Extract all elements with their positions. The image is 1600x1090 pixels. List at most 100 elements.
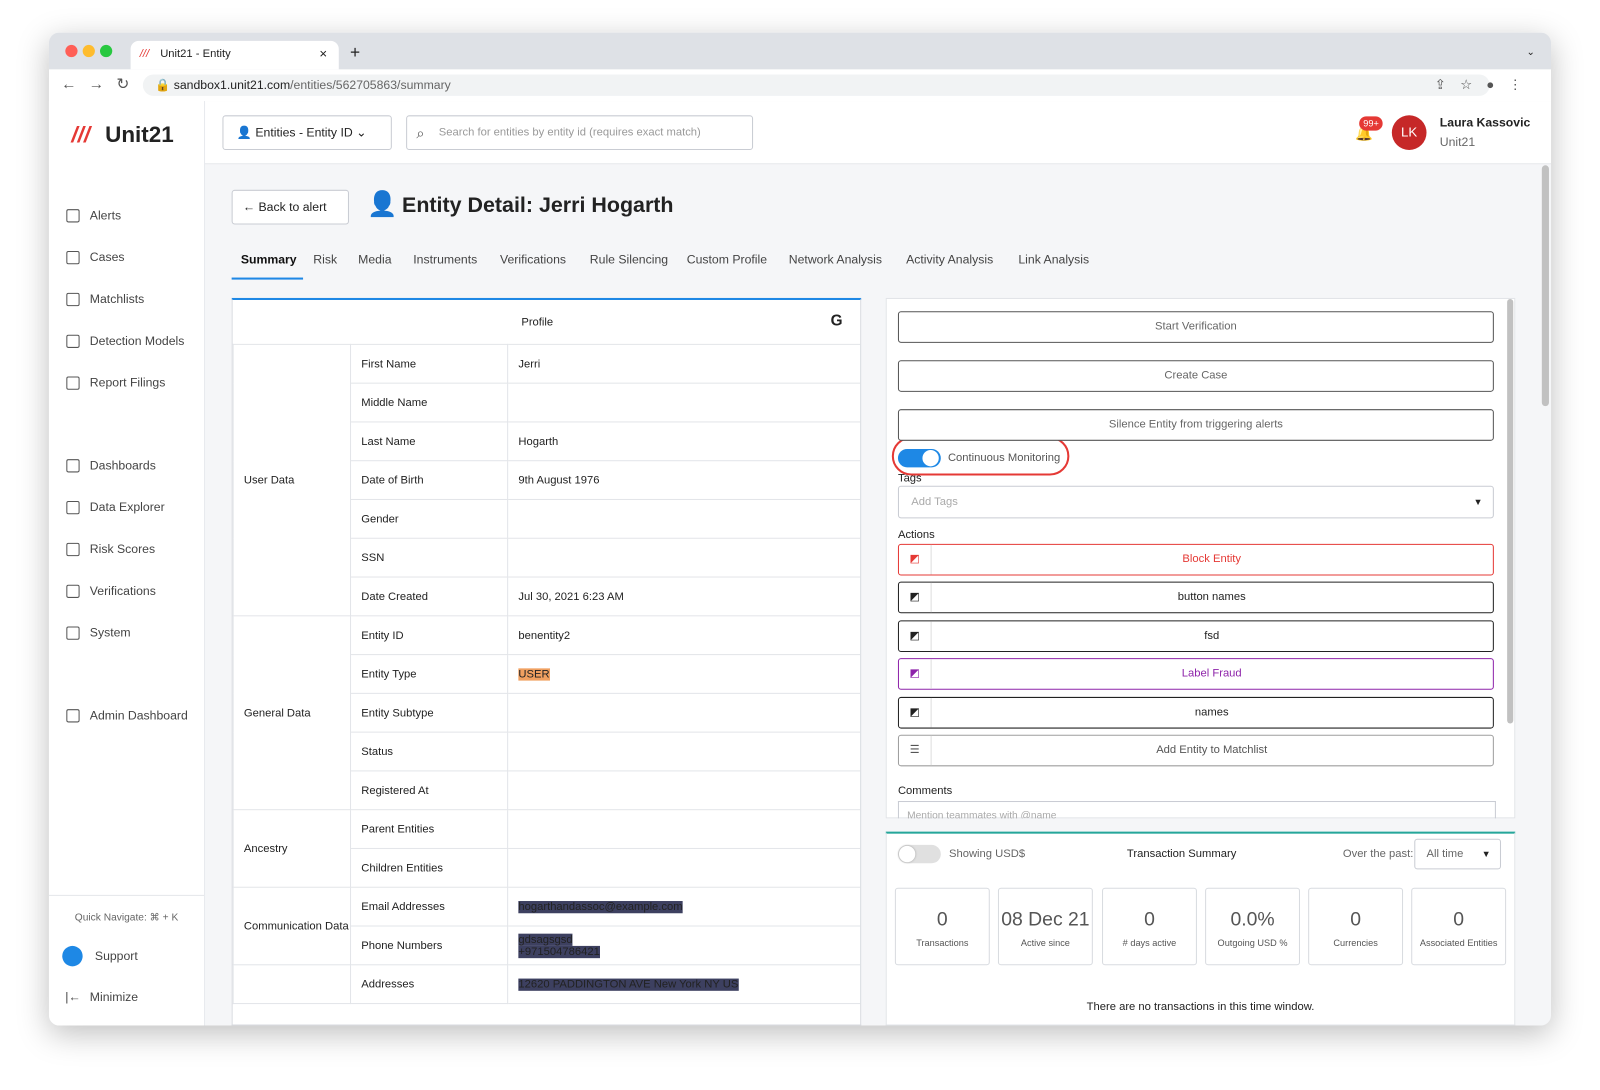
profile-row: Gender bbox=[233, 498, 861, 539]
tab-menu[interactable]: ⌄ bbox=[1526, 46, 1536, 59]
action-icon: ◩ bbox=[899, 697, 932, 728]
tab[interactable]: Risk bbox=[313, 252, 338, 267]
back-button-text: Back to alert bbox=[258, 199, 327, 215]
actions-label: Actions bbox=[897, 528, 935, 541]
url: 🔒 sandbox1.unit21.com/entities/562705863… bbox=[155, 77, 451, 92]
field-value bbox=[507, 692, 861, 733]
tags-label: Tags bbox=[897, 472, 922, 485]
google-icon[interactable]: G bbox=[830, 312, 843, 330]
nav-item[interactable]: Alerts bbox=[89, 208, 122, 223]
user-org: Unit21 bbox=[1439, 134, 1476, 149]
field-value bbox=[507, 809, 861, 849]
stat-value: 0 bbox=[1350, 909, 1361, 931]
field-value: Hogarth bbox=[507, 421, 861, 462]
field-name: Phone Numbers bbox=[349, 925, 509, 966]
tab[interactable]: Rule Silencing bbox=[589, 252, 669, 267]
action-icon: ◩ bbox=[899, 544, 932, 575]
currency-knob bbox=[898, 845, 916, 863]
transactions-empty: There are no transactions in this time w… bbox=[1086, 1001, 1315, 1014]
nav-item[interactable]: Data Explorer bbox=[89, 499, 165, 515]
stat-label: Associated Entities bbox=[1419, 937, 1498, 948]
tab[interactable]: Link Analysis bbox=[1018, 252, 1090, 267]
tab-close[interactable]: × bbox=[319, 45, 328, 62]
profile-table: User Data First Name Jerri Middle Name Last … bbox=[232, 343, 861, 1005]
action-button[interactable]: ◩ Block Entity bbox=[897, 543, 1494, 576]
tab[interactable]: Verifications bbox=[499, 252, 567, 267]
field-value bbox=[507, 731, 861, 772]
field-value bbox=[507, 498, 861, 539]
tab[interactable]: Network Analysis bbox=[788, 252, 883, 267]
chip: gdsagsgsd bbox=[518, 933, 573, 946]
field-name: Registered At bbox=[349, 770, 509, 811]
stat-value: 0 bbox=[936, 909, 948, 931]
close-light[interactable] bbox=[65, 44, 78, 58]
min-light[interactable] bbox=[82, 44, 95, 58]
action-label: Block Entity bbox=[1182, 553, 1242, 566]
period-select[interactable] bbox=[1414, 838, 1502, 870]
nav-arrows[interactable]: ←→↻ bbox=[61, 75, 142, 93]
search-box[interactable] bbox=[406, 115, 754, 150]
nav-icon bbox=[66, 501, 80, 515]
tab[interactable]: Instruments bbox=[413, 252, 478, 267]
nav-item[interactable]: Dashboards bbox=[89, 458, 156, 473]
tab[interactable]: Activity Analysis bbox=[906, 252, 994, 267]
back-button[interactable] bbox=[231, 189, 349, 225]
chip: 12620 PADDINGTON AVE New York NY US bbox=[518, 978, 739, 991]
field-name: Children Entities bbox=[349, 847, 509, 888]
action-label: names bbox=[1194, 706, 1229, 719]
scrollbar bbox=[1541, 165, 1549, 407]
nav-icon bbox=[66, 542, 80, 557]
search-placeholder: Search for entities by entity id (requir… bbox=[438, 126, 701, 139]
action-icon: ◩ bbox=[899, 582, 932, 613]
section-label bbox=[232, 964, 352, 1005]
stat-box: 0 # days active bbox=[1102, 887, 1197, 966]
action-button[interactable]: ◩ fsd bbox=[897, 620, 1494, 653]
panel-button[interactable]: Create Case bbox=[897, 360, 1494, 392]
entity-icon: 👤 bbox=[367, 190, 398, 219]
field-name: Date Created bbox=[349, 576, 509, 617]
new-tab[interactable]: + bbox=[349, 42, 361, 63]
action-button[interactable]: ☰ Add Entity to Matchlist bbox=[897, 734, 1494, 767]
nav-item[interactable]: System bbox=[89, 625, 131, 640]
period-value: All time bbox=[1426, 847, 1464, 861]
tab[interactable]: Custom Profile bbox=[686, 252, 768, 267]
support[interactable]: Support bbox=[94, 948, 138, 964]
action-button[interactable]: ◩ names bbox=[897, 696, 1494, 729]
field-value: Jerri bbox=[507, 343, 861, 384]
minimize[interactable]: Minimize bbox=[89, 989, 139, 1005]
period-caret: ▼ bbox=[1481, 848, 1491, 860]
nav-item[interactable]: Verifications bbox=[89, 583, 156, 598]
browser-tab[interactable] bbox=[130, 40, 339, 70]
section-label: Ancestry bbox=[232, 809, 352, 888]
nav-icon bbox=[66, 334, 80, 348]
tags-input[interactable] bbox=[897, 485, 1494, 519]
nav-item[interactable]: Risk Scores bbox=[89, 541, 156, 557]
chip: hogarthandassoc@example.com bbox=[518, 900, 683, 913]
toolbar-icons[interactable]: ⇪☆●⋮ bbox=[1434, 76, 1537, 92]
action-button[interactable]: ◩ Label Fraud bbox=[897, 658, 1494, 690]
nav-item[interactable]: Cases bbox=[89, 249, 125, 265]
profile-row: Date of Birth 9th August 1976 bbox=[233, 460, 861, 500]
avatar[interactable]: LK bbox=[1391, 115, 1427, 150]
nav-item[interactable]: Admin Dashboard bbox=[89, 708, 188, 723]
max-light[interactable] bbox=[99, 44, 113, 58]
entity-selector[interactable] bbox=[222, 115, 392, 150]
nav-item[interactable]: Report Filings bbox=[89, 375, 166, 390]
chip-wrap: hogarthandassoc@example.com bbox=[518, 900, 850, 913]
tab[interactable]: Media bbox=[358, 252, 392, 267]
comments-box[interactable]: Mention teammates with @name bbox=[897, 801, 1496, 819]
nav-item[interactable]: Matchlists bbox=[89, 291, 145, 307]
action-icon: ☰ bbox=[899, 735, 932, 766]
nav-item[interactable]: Detection Models bbox=[89, 333, 185, 348]
stat-label: # days active bbox=[1122, 937, 1177, 948]
profile-row: General Data Entity ID benentity2 bbox=[232, 615, 861, 811]
panel-button[interactable]: Start Verification bbox=[897, 311, 1494, 343]
tab[interactable]: Summary bbox=[240, 252, 297, 267]
address-bar[interactable] bbox=[142, 74, 1490, 96]
sidebar bbox=[48, 101, 206, 1026]
action-button[interactable]: ◩ button names bbox=[897, 581, 1494, 614]
field-value bbox=[507, 770, 861, 811]
panel-button[interactable]: Silence Entity from triggering alerts bbox=[897, 409, 1494, 441]
field-name: First Name bbox=[349, 343, 509, 384]
